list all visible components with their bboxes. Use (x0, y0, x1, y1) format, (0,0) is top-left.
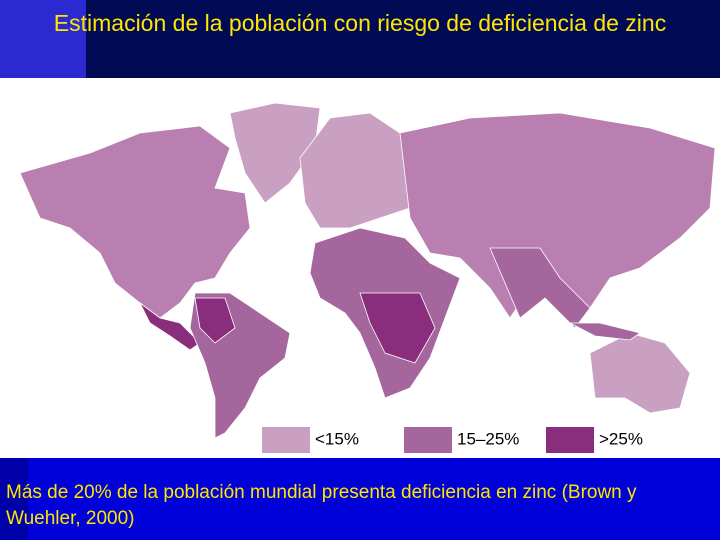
footer-text: Más de 20% de la población mundial prese… (6, 482, 637, 529)
world-map (19, 102, 716, 439)
central-africa (359, 292, 436, 364)
legend-swatch (404, 427, 452, 453)
title: Estimación de la población con riesgo de… (0, 8, 720, 38)
north-america (19, 125, 251, 319)
legend-label: >25% (599, 429, 643, 448)
legend-swatch (262, 427, 310, 453)
footer-bar: Más de 20% de la población mundial prese… (0, 458, 720, 540)
australia (589, 332, 691, 414)
legend-label: <15% (315, 429, 359, 448)
europe (299, 112, 421, 229)
south-asia (489, 247, 591, 329)
footer-accent (0, 458, 28, 540)
asia (399, 112, 716, 319)
legend-swatch (546, 427, 594, 453)
andes (194, 297, 236, 344)
legend-label: 15–25% (457, 429, 519, 448)
header-accent (0, 0, 86, 78)
title-text: Estimación de la población con riesgo de… (53, 10, 667, 36)
map: <15% 15–25% >25% (19, 102, 716, 453)
legend: <15% 15–25% >25% (262, 427, 643, 453)
greenland (229, 102, 321, 204)
indonesia (569, 322, 641, 341)
header-bar (0, 0, 720, 78)
central-america (139, 302, 201, 351)
